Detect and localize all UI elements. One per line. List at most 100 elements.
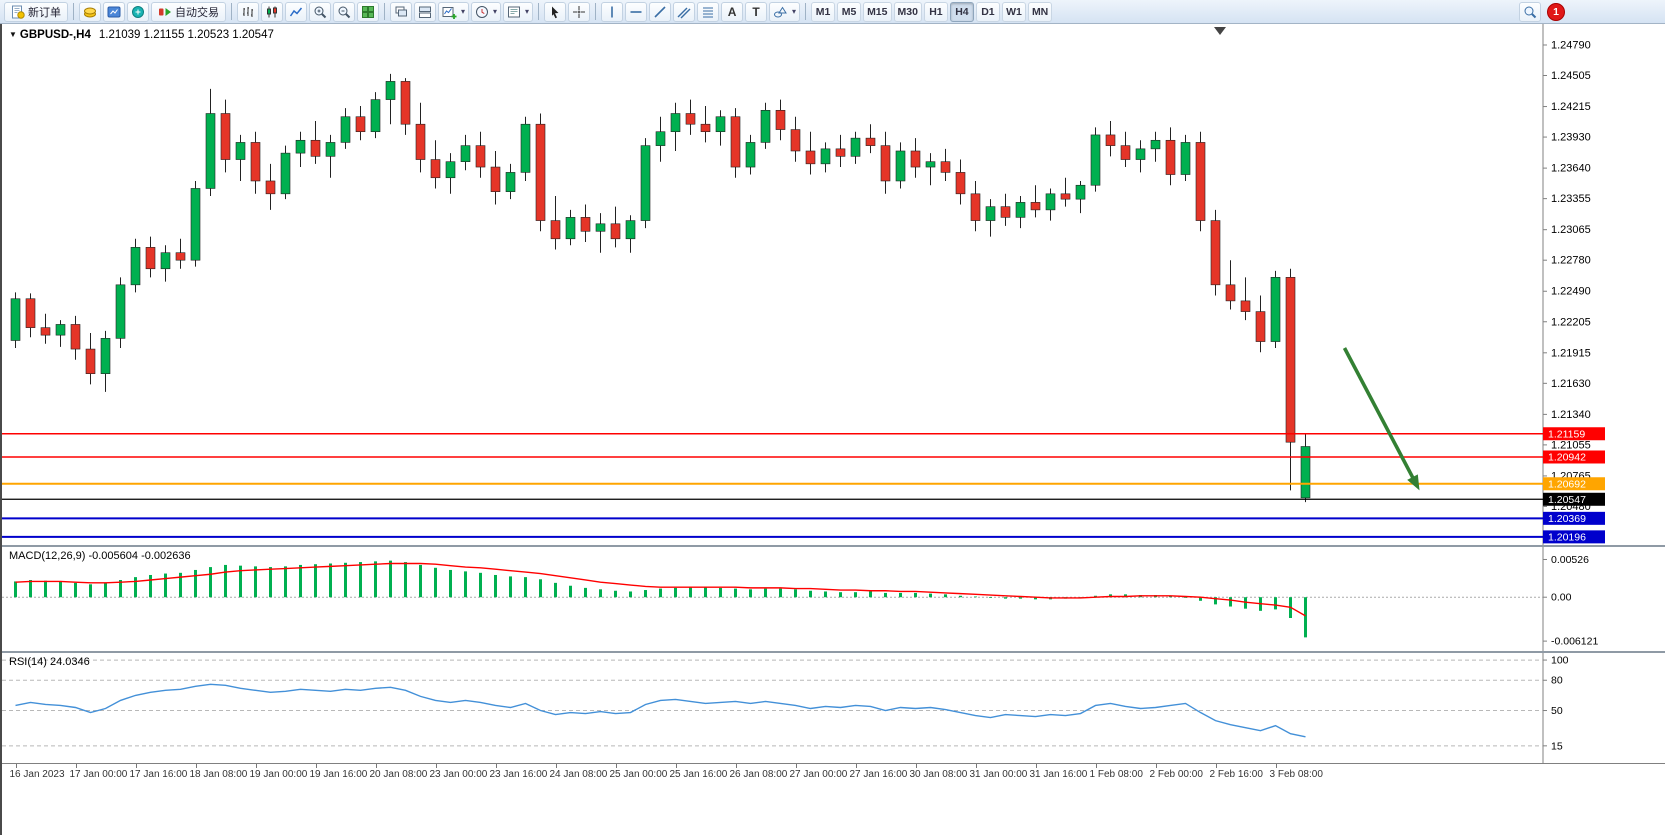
tile-horizontal-button[interactable] <box>414 1 436 22</box>
zoom-out-button[interactable] <box>333 1 355 22</box>
price-badge[interactable] <box>1543 477 1605 491</box>
candle-bear <box>1210 220 1221 286</box>
price-badge[interactable] <box>1543 511 1605 525</box>
candle-bear <box>1120 145 1131 160</box>
candle-bull <box>1300 446 1311 499</box>
macd-canvas[interactable]: 0.00526 0.00 -0.006121 <box>2 547 1665 651</box>
panel-splitter[interactable] <box>2 651 1665 653</box>
candle-bull <box>1270 277 1281 342</box>
horizontal-line-icon <box>630 10 642 13</box>
toolbar-separator <box>538 3 540 20</box>
label-tool-button[interactable]: T <box>745 1 768 22</box>
time-label: 25 Jan 00:00 <box>609 769 668 780</box>
navigator-button[interactable] <box>127 1 149 22</box>
price-badge[interactable] <box>1543 492 1605 506</box>
chevron-down-icon: ▾ <box>493 7 498 16</box>
time-tick <box>1035 764 1037 768</box>
auto-trading-button[interactable]: 自动交易 <box>151 1 226 22</box>
panel-splitter[interactable] <box>2 545 1665 547</box>
zoom-out-icon <box>338 6 351 18</box>
timeframe-button-h1[interactable]: H1 <box>923 1 948 22</box>
candle-bear <box>1000 206 1011 218</box>
new-chart-button[interactable]: ▾ <box>438 1 470 22</box>
timeframe-button-w1[interactable]: W1 <box>1001 1 1026 22</box>
chart-shift-marker[interactable] <box>1214 27 1226 35</box>
shapes-tool-button[interactable]: ▾ <box>769 1 801 22</box>
price-pane[interactable]: 1.24790 1.24505 1.24215 1.23930 1.23640 1.233… <box>2 24 1665 545</box>
price-badge[interactable] <box>1543 530 1605 544</box>
text-tool-button[interactable]: A <box>721 1 744 22</box>
candle-bear <box>1285 277 1296 443</box>
candle-bear <box>415 123 426 160</box>
candle-bull <box>1180 142 1191 175</box>
candle-bull <box>1135 148 1146 160</box>
channel-tool-button[interactable] <box>673 1 696 22</box>
time-axis[interactable]: 16 Jan 2023 17 Jan 00:00 17 Jan 16:00 18 Ja… <box>2 763 1665 786</box>
candle-bear <box>610 223 621 240</box>
candle-bear <box>265 180 276 195</box>
cascade-windows-icon <box>395 6 407 16</box>
collapse-icon[interactable]: ▼ <box>9 30 17 39</box>
candle-bull <box>1045 193 1056 211</box>
rsi-line <box>15 683 1306 738</box>
timeframe-button-d1[interactable]: D1 <box>975 1 1000 22</box>
candle-bull <box>385 81 396 100</box>
cascade-windows-button[interactable] <box>390 1 412 22</box>
crosshair-tool-button[interactable] <box>568 1 591 22</box>
rsi-canvas[interactable]: 100 80 50 15 <box>2 653 1665 763</box>
data-window-button[interactable] <box>103 1 125 22</box>
macd-tick-label: -0.006121 <box>1551 636 1598 648</box>
timeframe-button-mn[interactable]: MN <box>1027 1 1053 22</box>
timeframe-button-m5[interactable]: M5 <box>837 1 862 22</box>
time-tick <box>195 764 197 768</box>
candle-bear <box>490 166 501 192</box>
timeframe-button-m15[interactable]: M15 <box>863 1 892 22</box>
rsi-label: RSI(14) 24.0346 <box>9 656 90 668</box>
time-label: 3 Feb 08:00 <box>1269 769 1323 780</box>
bar-chart-mode-button[interactable] <box>237 1 259 22</box>
cursor-tool-button[interactable] <box>544 1 567 22</box>
trendline-tool-button[interactable] <box>649 1 672 22</box>
template-menu-button[interactable]: ▾ <box>503 1 534 22</box>
time-tick <box>315 764 317 768</box>
price-chart-canvas[interactable]: 1.24790 1.24505 1.24215 1.23930 1.23640 1.233… <box>2 24 1665 545</box>
symbol-label: GBPUSD-,H4 <box>19 29 91 41</box>
candle-bear <box>1240 300 1251 312</box>
timeframe-button-m30[interactable]: M30 <box>893 1 922 22</box>
period-menu-button[interactable]: ▾ <box>471 1 502 22</box>
timeframe-button-h4[interactable]: H4 <box>949 1 974 22</box>
candle-bull <box>10 298 21 341</box>
candle-bear <box>25 298 36 328</box>
zoom-in-icon <box>314 6 327 18</box>
rsi-pane[interactable]: 100 80 50 15 RSI(14) 24.0346 <box>2 653 1665 763</box>
price-badge[interactable] <box>1543 450 1605 464</box>
macd-pane[interactable]: 0.00526 0.00 -0.006121 MACD(12,26,9) -0.00… <box>2 547 1665 651</box>
candle-bull <box>190 188 201 261</box>
template-icon <box>508 6 521 17</box>
vertical-line-tool-button[interactable] <box>601 1 624 22</box>
candlestick-mode-button[interactable] <box>261 1 283 22</box>
candle-bull <box>670 113 681 133</box>
macd-tick-label: 0.00 <box>1551 592 1572 604</box>
chart-window: 1.24790 1.24505 1.24215 1.23930 1.23640 1.233… <box>0 24 1665 835</box>
new-order-button[interactable]: 新订单 <box>4 1 68 22</box>
chevron-down-icon: ▾ <box>792 7 797 16</box>
zoom-in-button[interactable] <box>309 1 331 22</box>
auto-trading-label: 自动交易 <box>175 6 219 19</box>
search-button[interactable] <box>1519 1 1541 22</box>
trend-arrow-head[interactable] <box>1407 474 1420 491</box>
navigator-icon <box>132 5 144 18</box>
notification-badge[interactable]: 1 <box>1547 2 1565 21</box>
candle-bull <box>925 161 936 168</box>
fibonacci-tool-button[interactable] <box>697 1 720 22</box>
trendline-icon <box>654 5 666 18</box>
line-chart-mode-button[interactable] <box>285 1 307 22</box>
horizontal-line-tool-button[interactable] <box>625 1 648 22</box>
price-badge[interactable] <box>1543 427 1605 441</box>
time-tick <box>255 764 257 768</box>
trend-arrow[interactable] <box>1342 347 1418 484</box>
tile-windows-button[interactable] <box>357 1 379 22</box>
toolbar-separator <box>595 3 597 20</box>
market-watch-button[interactable] <box>79 1 101 22</box>
timeframe-button-m1[interactable]: M1 <box>811 1 836 22</box>
